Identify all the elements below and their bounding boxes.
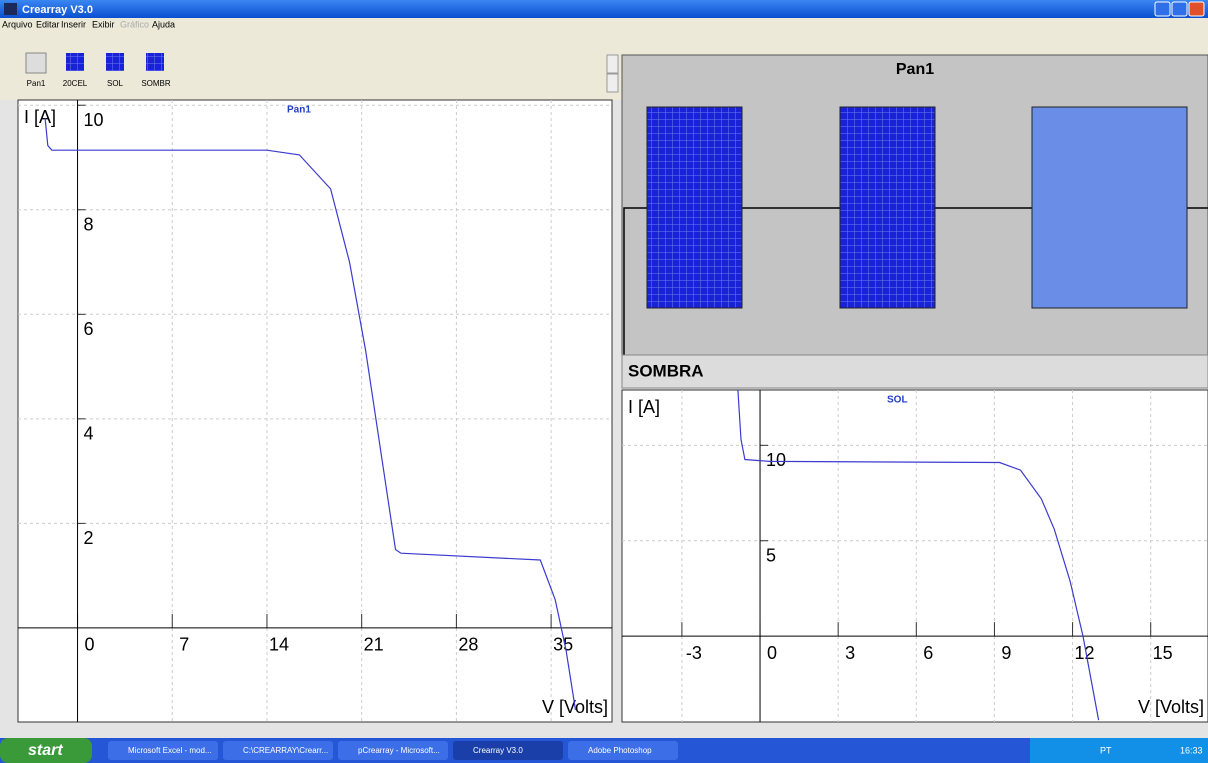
- panel-title: Pan1: [896, 61, 934, 78]
- panel-footer-label: SOMBRA: [628, 361, 704, 380]
- y-tick-label: 4: [84, 424, 94, 444]
- x-tick-label: 9: [1001, 643, 1011, 663]
- chart-area: [622, 390, 1208, 722]
- menu-item[interactable]: Editar: [36, 19, 60, 29]
- menu-item[interactable]: Inserir: [61, 19, 86, 29]
- title-bar: [0, 0, 1208, 18]
- y-tick-label: 10: [766, 450, 786, 470]
- x-tick-label: -3: [686, 643, 702, 663]
- x-tick-label: 21: [364, 635, 384, 655]
- screen: Crearray V3.0 Arquivo Editar Inserir Exi…: [0, 0, 1208, 763]
- toolbar-icon[interactable]: [106, 53, 124, 71]
- cell[interactable]: [840, 107, 935, 308]
- toolbar-icon[interactable]: [26, 53, 46, 73]
- menu-item[interactable]: Exibir: [92, 19, 115, 29]
- taskbar-item-label[interactable]: C:\CREARRAY\Crearr...: [243, 746, 328, 755]
- page: Crearray V3.0 Arquivo Editar Inserir Exi…: [0, 0, 1208, 763]
- tray-clock: 16:33: [1180, 745, 1203, 755]
- minimize-button[interactable]: [1155, 2, 1170, 16]
- x-axis-label: V [Volts]: [1138, 697, 1204, 717]
- y-tick-label: 10: [84, 110, 104, 130]
- close-button[interactable]: [1189, 2, 1204, 16]
- tray-language[interactable]: PT: [1100, 745, 1112, 755]
- x-tick-label: 7: [179, 635, 189, 655]
- cell[interactable]: [647, 107, 742, 308]
- x-tick-label: 15: [1153, 643, 1173, 663]
- x-tick-label: 6: [923, 643, 933, 663]
- x-tick-label: 0: [85, 635, 95, 655]
- taskbar-item-label[interactable]: Crearray V3.0: [473, 746, 523, 755]
- menu-item[interactable]: Arquivo: [2, 19, 33, 29]
- toolbar-label[interactable]: Pan1: [27, 79, 46, 88]
- taskbar-item-label[interactable]: pCrearray - Microsoft...: [358, 746, 440, 755]
- menu-bar: [0, 18, 1208, 32]
- y-axis-label: I [A]: [628, 397, 660, 417]
- x-tick-label: 3: [845, 643, 855, 663]
- chart-title: Pan1: [287, 105, 311, 116]
- maximize-button[interactable]: [1172, 2, 1187, 16]
- start-label[interactable]: start: [28, 742, 63, 759]
- app-icon: [4, 3, 17, 15]
- toolbar-label[interactable]: SOL: [107, 79, 124, 88]
- y-tick-label: 5: [766, 545, 776, 565]
- toolbar-icon[interactable]: [66, 53, 84, 71]
- chart-area: [18, 100, 612, 722]
- toolbar-label[interactable]: SOMBR: [141, 79, 171, 88]
- x-tick-label: 14: [269, 635, 289, 655]
- scroll-left[interactable]: [607, 74, 618, 92]
- window-title: Crearray V3.0: [22, 4, 93, 16]
- y-tick-label: 8: [84, 215, 94, 235]
- menu-item[interactable]: Ajuda: [152, 19, 175, 29]
- y-tick-label: 2: [84, 528, 94, 548]
- toolbar-label[interactable]: 20CEL: [63, 79, 88, 88]
- scroll-right[interactable]: [607, 55, 618, 73]
- chart-title: SOL: [887, 395, 908, 406]
- y-axis-label: I [A]: [24, 107, 56, 127]
- x-tick-label: 0: [767, 643, 777, 663]
- menu-item[interactable]: Gráfico: [120, 19, 149, 29]
- x-tick-label: 28: [458, 635, 478, 655]
- panel-footer: [622, 355, 1208, 388]
- cell-shaded[interactable]: [1032, 107, 1187, 308]
- taskbar-item-label[interactable]: Microsoft Excel - mod...: [128, 746, 212, 755]
- y-tick-label: 6: [84, 319, 94, 339]
- taskbar-item-label[interactable]: Adobe Photoshop: [588, 746, 652, 755]
- toolbar-icon[interactable]: [146, 53, 164, 71]
